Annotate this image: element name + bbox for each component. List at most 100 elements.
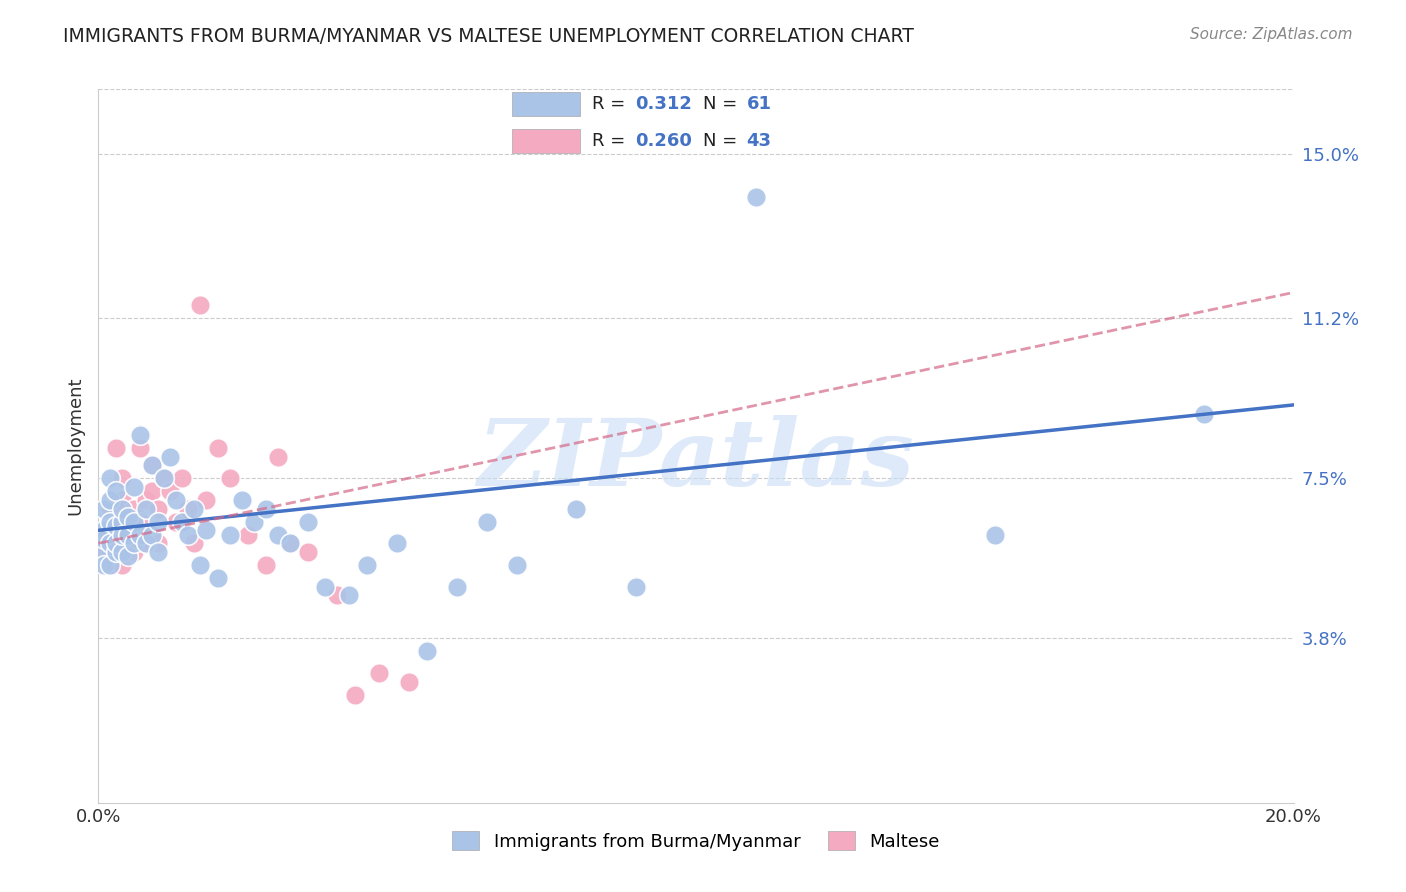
Point [339,588,361,602]
Point [297,515,319,529]
Point [159,484,181,499]
Point [135,536,157,550]
Point [124,501,146,516]
Point [416,644,439,658]
Point [267,450,290,464]
Point [148,515,170,529]
Text: ZIPatlas: ZIPatlas [478,416,914,505]
Point [111,493,134,508]
Point [165,515,187,529]
Point [98,493,122,508]
Point [135,536,157,550]
Point [148,536,170,550]
Point [124,536,146,550]
Point [105,519,128,533]
Point [195,524,218,538]
Point [135,501,157,516]
Text: R =: R = [592,95,631,113]
Point [117,527,139,541]
Point [188,558,211,572]
Point [111,545,134,559]
Point [565,501,588,516]
Point [254,558,277,572]
Point [98,524,122,538]
Point [231,493,253,508]
Point [446,580,468,594]
Point [117,527,139,541]
Point [267,527,290,541]
Point [475,515,498,529]
Point [398,674,420,689]
Point [98,471,122,485]
Text: R =: R = [592,132,631,150]
Point [153,471,176,485]
Point [207,571,229,585]
Point [1192,407,1215,421]
Point [105,545,128,559]
Point [177,501,200,516]
Point [98,558,122,572]
Point [385,536,409,550]
Point [135,493,157,508]
Point [278,536,301,550]
Point [159,450,181,464]
Point [141,484,163,499]
Point [105,441,128,455]
Point [745,190,768,204]
Point [93,532,115,546]
Text: 61: 61 [747,95,772,113]
Point [93,545,115,559]
Point [626,580,648,594]
Point [172,471,194,485]
Point [98,558,122,572]
Point [93,524,115,538]
Point [124,480,146,494]
Point [148,501,170,516]
Point [188,298,211,312]
Text: 43: 43 [747,132,772,150]
Legend: Immigrants from Burma/Myanmar, Maltese: Immigrants from Burma/Myanmar, Maltese [446,824,946,858]
Point [93,536,115,550]
Point [124,545,146,559]
Point [129,441,152,455]
Y-axis label: Unemployment: Unemployment [66,376,84,516]
Point [129,515,152,529]
Point [117,549,139,564]
Point [129,527,152,541]
Point [93,545,115,559]
Point [165,493,187,508]
Text: N =: N = [703,95,744,113]
Point [141,527,163,541]
Point [93,501,115,516]
Point [297,545,319,559]
Text: 0.260: 0.260 [636,132,692,150]
Point [111,515,134,529]
Bar [512,92,579,116]
Point [243,515,266,529]
Point [117,536,139,550]
Point [368,666,391,681]
Point [111,471,134,485]
Point [93,558,115,572]
Point [111,501,134,516]
Point [326,588,349,602]
Point [172,515,194,529]
Point [129,428,152,442]
Point [105,545,128,559]
Point [984,527,1007,541]
Point [98,515,122,529]
Point [105,515,128,529]
Text: 0.312: 0.312 [636,95,692,113]
Point [219,471,242,485]
Point [278,536,301,550]
Point [356,558,378,572]
Point [141,458,163,473]
Point [111,558,134,572]
Bar [512,129,579,153]
Point [236,527,259,541]
Point [111,527,134,541]
Point [141,458,163,473]
Point [124,515,146,529]
Point [183,501,205,516]
Point [207,441,229,455]
